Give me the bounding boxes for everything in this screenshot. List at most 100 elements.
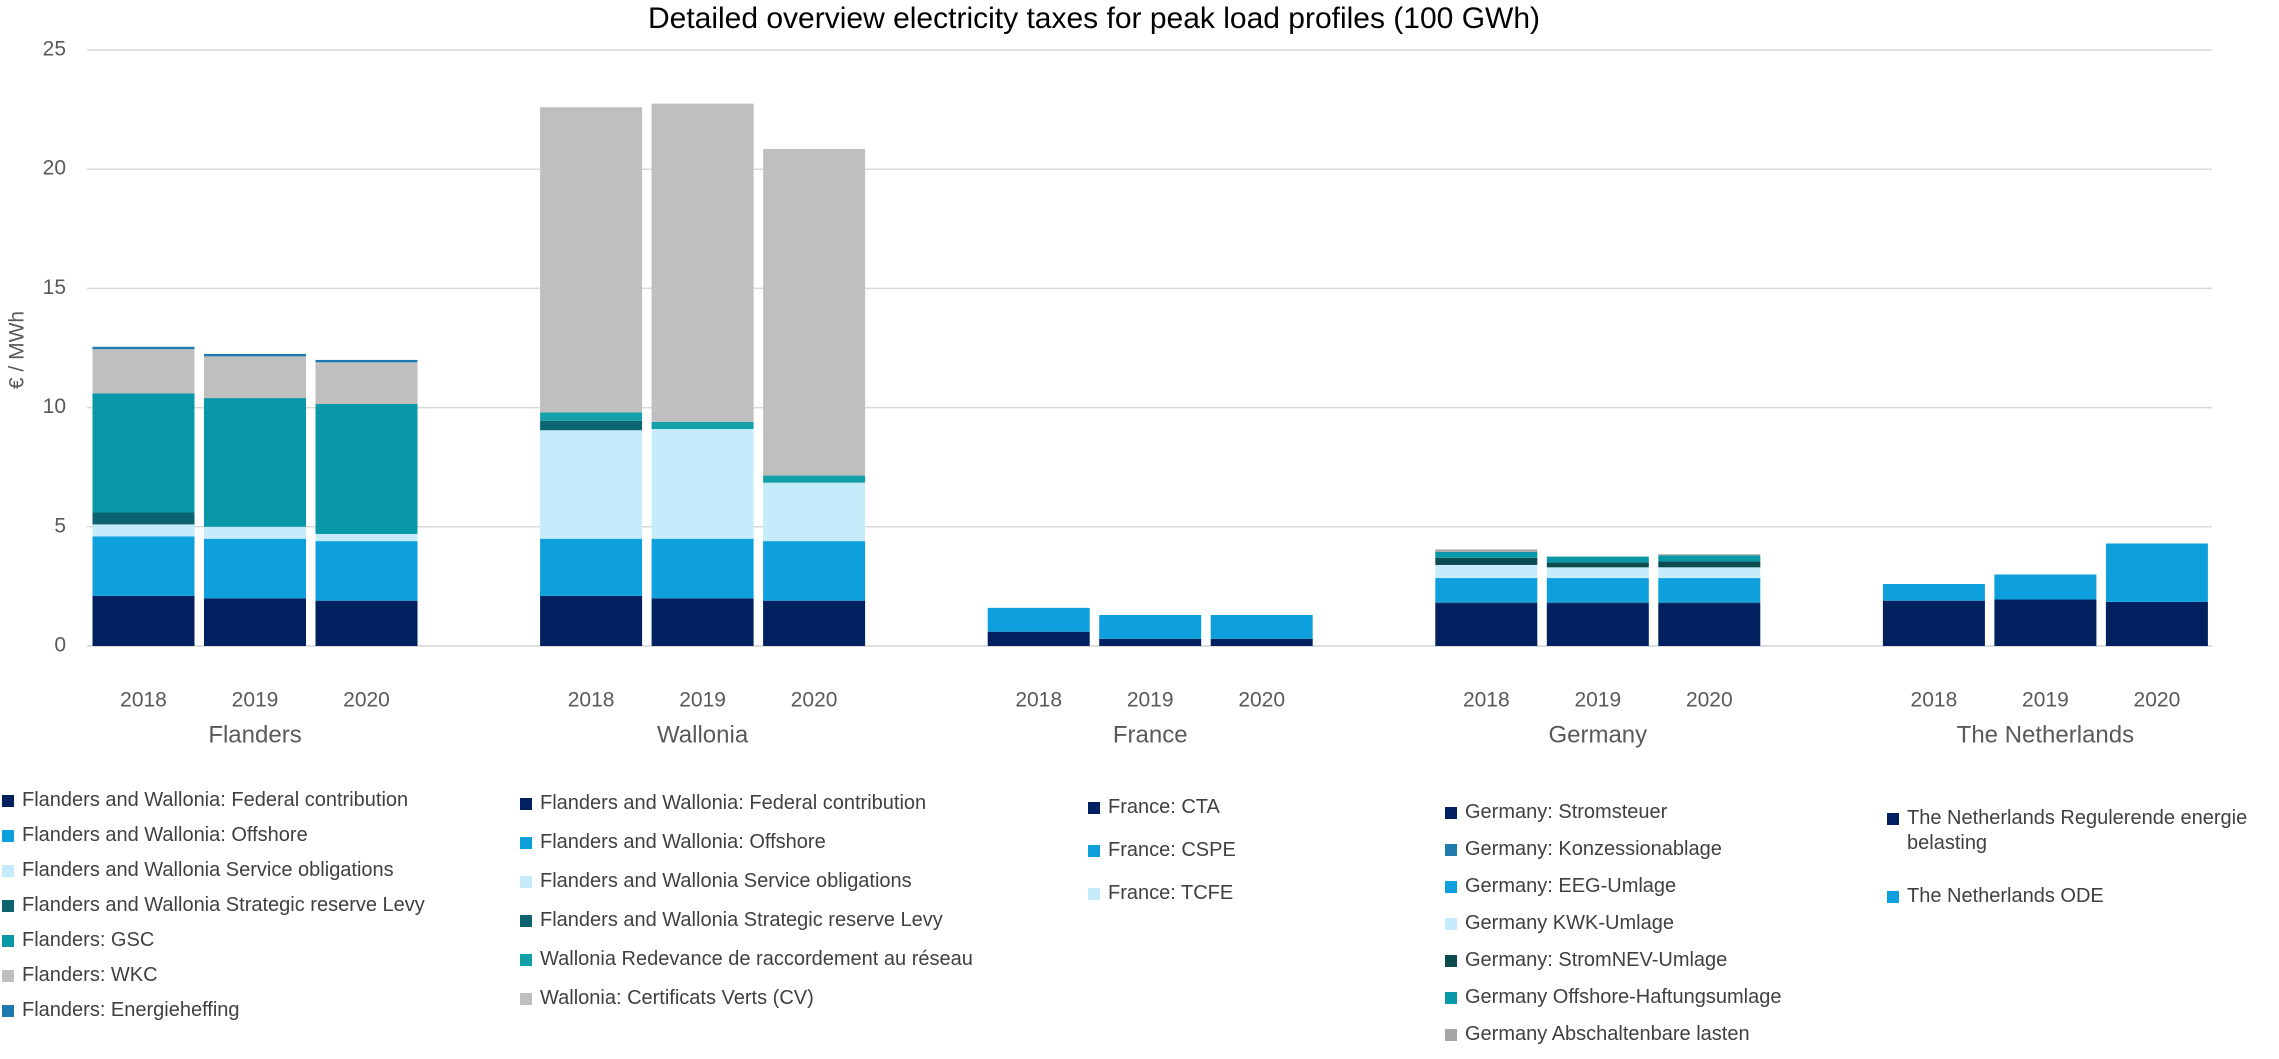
- bar-segment: [1546, 567, 1649, 579]
- legend-label: Germany KWK-Umlage: [1465, 912, 1674, 934]
- y-tick-label: 25: [43, 38, 66, 61]
- legend-label: Flanders and Wallonia Strategic reserve …: [540, 909, 943, 931]
- y-axis-label: € / MWh: [6, 311, 29, 389]
- bar-segment: [1658, 555, 1761, 562]
- legend-label: Flanders and Wallonia: Offshore: [22, 824, 308, 846]
- legend-item: Wallonia Redevance de raccordement au ré…: [520, 947, 1040, 972]
- legend-item: Wallonia: Certificats Verts (CV): [520, 986, 1040, 1011]
- bar-segment: [92, 595, 195, 646]
- legend-label: France: TCFE: [1108, 882, 1234, 904]
- legend-swatch: [2, 900, 14, 912]
- legend-label: Germany: Stromsteuer: [1465, 801, 1668, 823]
- x-tick-label: 2019: [232, 689, 279, 712]
- bar-segment: [540, 595, 643, 646]
- legend-label: Germany: StromNEV-Umlage: [1465, 949, 1728, 971]
- bar-segment: [1099, 615, 1202, 639]
- legend-item: Flanders and Wallonia Service obligation…: [520, 869, 1040, 894]
- bar-segment: [92, 524, 195, 537]
- legend-label: Germany: Konzessionablage: [1465, 838, 1722, 860]
- bar-segment: [1546, 603, 1649, 646]
- legend-label: Germany Abschaltenbare lasten: [1465, 1023, 1750, 1045]
- legend-swatch: [520, 798, 532, 810]
- legend-swatch: [2, 1005, 14, 1017]
- bar-segment: [763, 600, 866, 646]
- bar-segment: [92, 512, 195, 525]
- bar-segment: [92, 393, 195, 513]
- x-tick-label: 2018: [568, 689, 615, 712]
- bar-segment: [92, 349, 195, 394]
- legend-item: Flanders and Wallonia: Offshore: [520, 830, 1040, 855]
- legend-item: Flanders: GSC: [2, 928, 502, 953]
- legend-swatch: [2, 830, 14, 842]
- bar-segment: [540, 107, 643, 413]
- bar-segment: [92, 536, 195, 596]
- legend-item: Germany Abschaltenbare lasten: [1445, 1022, 1865, 1047]
- bar-segment: [763, 475, 866, 483]
- bar-segment: [1658, 578, 1761, 602]
- legend-item: Germany Offshore-Haftungsumlage: [1445, 985, 1865, 1010]
- chart: Detailed overview electricity taxes for …: [6, 2, 2212, 748]
- legend-swatch: [520, 837, 532, 849]
- group-label: The Netherlands: [1957, 721, 2134, 748]
- legend-item: The Netherlands ODE: [1887, 884, 2279, 909]
- legend-swatch: [520, 954, 532, 966]
- chart-title: Detailed overview electricity taxes for …: [648, 2, 1540, 35]
- bar-segment: [651, 429, 754, 539]
- legend-swatch: [520, 993, 532, 1005]
- bar-segment: [204, 538, 306, 599]
- bar-segment: [1210, 638, 1313, 646]
- bar-segment: [92, 346, 195, 350]
- group-label: Flanders: [208, 721, 301, 748]
- bar-segment: [651, 421, 754, 430]
- legend-item: Flanders and Wallonia: Federal contribut…: [2, 788, 502, 813]
- bar-segment: [204, 353, 306, 357]
- bar-segment: [2105, 543, 2208, 602]
- legend-label: Flanders and Wallonia Strategic reserve …: [22, 894, 425, 916]
- x-tick-label: 2020: [2134, 689, 2181, 712]
- legend-swatch: [2, 795, 14, 807]
- legend-swatch: [520, 915, 532, 927]
- y-tick-label: 10: [43, 395, 66, 418]
- legend-item: France: CSPE: [1088, 838, 1418, 863]
- bar-segment: [1435, 549, 1538, 552]
- bar-segment: [540, 412, 643, 421]
- legend-swatch: [1088, 802, 1100, 814]
- bar-segment: [315, 600, 418, 646]
- bar-segment: [1435, 564, 1538, 579]
- legend-label: The Netherlands Regulerende energie bela…: [1907, 807, 2248, 854]
- legend-label: The Netherlands ODE: [1907, 885, 2104, 907]
- legend-item: Flanders and Wallonia: Federal contribut…: [520, 791, 1040, 816]
- legend-swatch: [1887, 813, 1899, 825]
- bar-segment: [1546, 562, 1649, 568]
- legend-label: Flanders and Wallonia Service obligation…: [540, 870, 912, 892]
- bar-segment: [987, 607, 1090, 632]
- legend-label: Flanders and Wallonia: Federal contribut…: [22, 789, 409, 811]
- x-tick-label: 2018: [1911, 689, 1958, 712]
- bar-segment: [204, 598, 306, 646]
- legend-label: France: CSPE: [1108, 839, 1236, 861]
- legend-item: France: TCFE: [1088, 881, 1418, 906]
- bar-segment: [987, 631, 1090, 646]
- legend-swatch: [1088, 888, 1100, 900]
- legend-label: Wallonia: Certificats Verts (CV): [540, 987, 814, 1009]
- group-label: Wallonia: [657, 721, 749, 748]
- bar-segment: [315, 362, 418, 405]
- bar-segment: [315, 533, 418, 542]
- legend-label: Flanders: WKC: [22, 964, 158, 986]
- bar-segment: [1994, 599, 2097, 646]
- legend-label: Germany: EEG-Umlage: [1465, 875, 1677, 897]
- legend-swatch: [1887, 891, 1899, 903]
- legend-item: Germany: EEG-Umlage: [1445, 874, 1865, 899]
- legend-item: Flanders and Wallonia Strategic reserve …: [520, 908, 1040, 933]
- legend-item: Germany KWK-Umlage: [1445, 911, 1865, 936]
- bar-segment: [315, 359, 418, 363]
- bar-segment: [1546, 601, 1649, 604]
- x-tick-label: 2019: [679, 689, 726, 712]
- legend-item: Germany: StromNEV-Umlage: [1445, 948, 1865, 973]
- legend-swatch: [1088, 845, 1100, 857]
- legend-swatch: [1445, 1029, 1457, 1041]
- bar-segment: [1435, 603, 1538, 646]
- legend-item: Flanders: Energieheffing: [2, 998, 502, 1023]
- bar-segment: [204, 398, 306, 527]
- bar-segment: [763, 541, 866, 601]
